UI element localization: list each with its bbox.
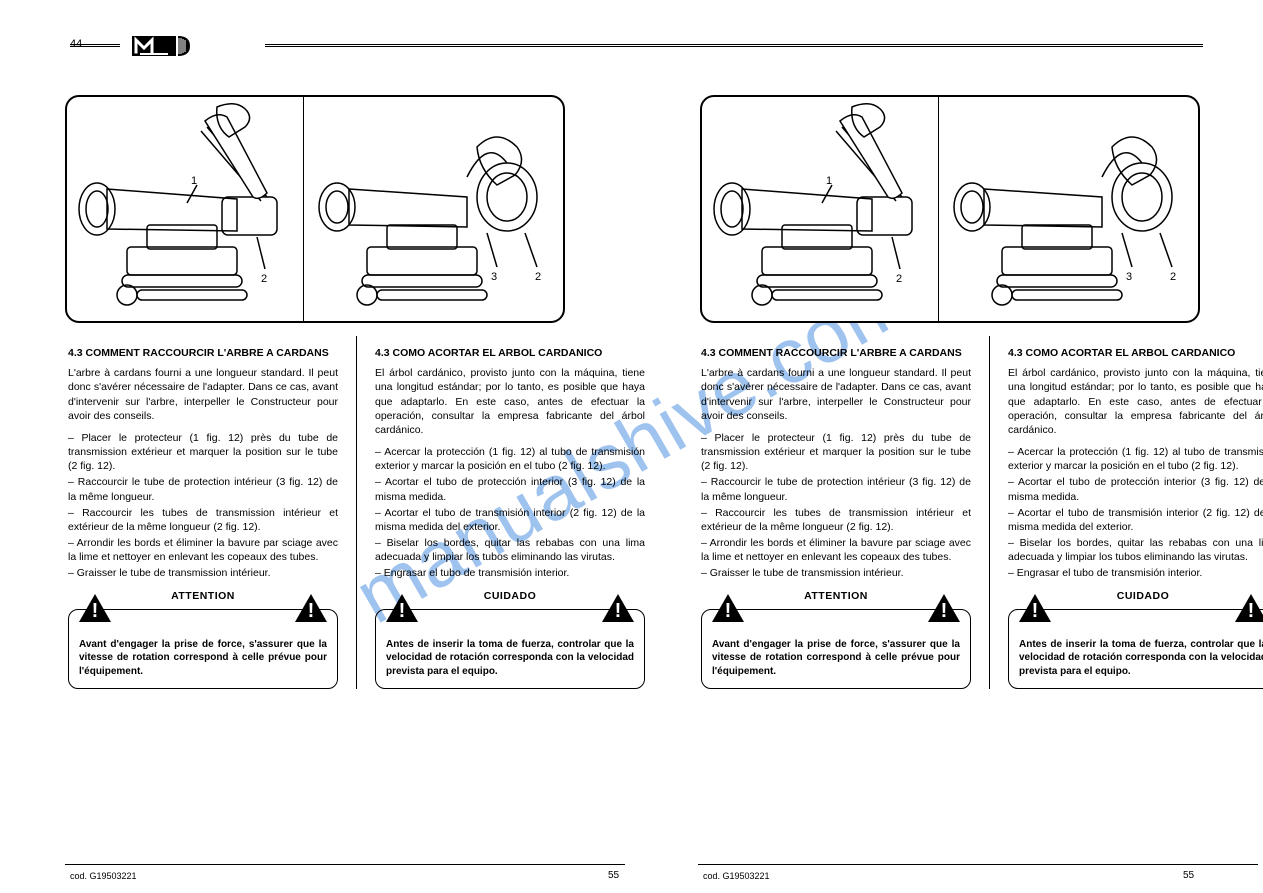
footer-page-number: 55 <box>608 870 619 881</box>
col-list-item: – Biselar los bordes, quitar las rebabas… <box>1008 536 1263 564</box>
col-list-item: – Raccourcir le tube de protection intér… <box>68 475 338 503</box>
footer-code: cod. G19503221 <box>70 871 137 881</box>
figure-callout-1: 1 <box>191 175 197 187</box>
figure-callout-2: 2 <box>261 273 267 285</box>
attention-text: Avant d'engager la prise de force, s'ass… <box>79 638 327 679</box>
figure-callout-2b: 2 <box>535 271 541 283</box>
col-para: L'arbre à cardans fourni a une longueur … <box>701 366 971 423</box>
col-heading: 4.3 COMO ACORTAR EL ARBOL CARDANICO <box>1008 346 1263 360</box>
figure-illustration <box>67 97 567 325</box>
attention-box: ! ! Antes de inserir la toma de fuerza, … <box>375 609 645 690</box>
col-heading: 4.3 COMMENT RACCOURCIR L'ARBRE A CARDANS <box>68 346 338 360</box>
figure-illustration <box>702 97 1202 325</box>
attention-text: Avant d'engager la prise de force, s'ass… <box>712 638 960 679</box>
col-list-item: – Arrondir les bords et éliminer la bavu… <box>68 536 338 564</box>
figure-callout-2: 2 <box>896 273 902 285</box>
footer-rule <box>65 864 625 865</box>
warning-icon: ! <box>384 592 420 624</box>
col-heading: 4.3 COMO ACORTAR EL ARBOL CARDANICO <box>375 346 645 360</box>
col-list-item: – Engrasar el tubo de transmisión interi… <box>375 566 645 580</box>
column-divider <box>356 336 357 689</box>
col-list-item: – Acortar el tubo de protección interior… <box>1008 475 1263 503</box>
attention-text: Antes de inserir la toma de fuerza, cont… <box>386 638 634 679</box>
svg-text:!: ! <box>725 600 732 622</box>
warning-icon: ! <box>1233 592 1263 624</box>
col-list-item: – Engrasar el tubo de transmisión interi… <box>1008 566 1263 580</box>
col-list-item: – Acortar el tubo de transmisión interio… <box>375 506 645 534</box>
text-columns: 4.3 COMMENT RACCOURCIR L'ARBRE A CARDANS… <box>701 346 1263 689</box>
svg-text:!: ! <box>1248 600 1255 622</box>
logo-icon <box>132 32 202 60</box>
col-heading: 4.3 COMMENT RACCOURCIR L'ARBRE A CARDANS <box>701 346 971 360</box>
column-es: 4.3 COMO ACORTAR EL ARBOL CARDANICO El á… <box>375 346 645 689</box>
warning-icon: ! <box>77 592 113 624</box>
column-divider <box>989 336 990 689</box>
col-list-item: – Biselar los bordes, quitar las rebabas… <box>375 536 645 564</box>
figure-callout-3: 3 <box>491 271 497 283</box>
warning-icon: ! <box>600 592 636 624</box>
svg-text:!: ! <box>399 600 406 622</box>
col-para: El árbol cardánico, provisto junto con l… <box>1008 366 1263 437</box>
figure-callout-2b: 2 <box>1170 271 1176 283</box>
svg-text:!: ! <box>308 600 315 622</box>
col-list-item: – Placer le protecteur (1 fig. 12) près … <box>701 431 971 474</box>
warning-icon: ! <box>1017 592 1053 624</box>
warning-icon: ! <box>926 592 962 624</box>
col-para: El árbol cardánico, provisto junto con l… <box>375 366 645 437</box>
page-spread-right: 1 2 3 2 4.3 COMMENT RACCOURCIR L'ARBRE A… <box>633 0 1263 893</box>
svg-text:!: ! <box>615 600 622 622</box>
col-list-item: – Raccourcir les tubes de transmission i… <box>68 506 338 534</box>
footer-rule <box>698 864 1258 865</box>
col-list-item: – Acortar el tubo de transmisión interio… <box>1008 506 1263 534</box>
text-columns: 4.3 COMMENT RACCOURCIR L'ARBRE A CARDANS… <box>68 346 645 689</box>
col-list-item: – Acercar la protección (1 fig. 12) al t… <box>375 445 645 473</box>
attention-box: ! ! Antes de inserir la toma de fuerza, … <box>1008 609 1263 690</box>
col-list-item: – Graisser le tube de transmission intér… <box>68 566 338 580</box>
svg-text:!: ! <box>1032 600 1039 622</box>
figure-box: 1 2 3 2 <box>700 95 1200 323</box>
col-list-item: – Graisser le tube de transmission intér… <box>701 566 971 580</box>
figure-box: 1 2 3 2 <box>65 95 565 323</box>
warning-icon: ! <box>293 592 329 624</box>
attention-box: ! ! Avant d'engager la prise de force, s… <box>68 609 338 690</box>
attention-box: ! ! Avant d'engager la prise de force, s… <box>701 609 971 690</box>
column-fr: 4.3 COMMENT RACCOURCIR L'ARBRE A CARDANS… <box>68 346 338 689</box>
footer-page-number: 55 <box>1183 870 1194 881</box>
figure-callout-1: 1 <box>826 175 832 187</box>
attention-text: Antes de inserir la toma de fuerza, cont… <box>1019 638 1263 679</box>
col-list-item: – Acercar la protección (1 fig. 12) al t… <box>1008 445 1263 473</box>
page-number-top: 44 <box>70 38 82 50</box>
svg-text:!: ! <box>941 600 948 622</box>
col-list-item: – Raccourcir le tube de protection intér… <box>701 475 971 503</box>
column-fr: 4.3 COMMENT RACCOURCIR L'ARBRE A CARDANS… <box>701 346 971 689</box>
svg-text:!: ! <box>92 600 99 622</box>
col-list-item: – Placer le protecteur (1 fig. 12) près … <box>68 431 338 474</box>
footer-code: cod. G19503221 <box>703 871 770 881</box>
column-es: 4.3 COMO ACORTAR EL ARBOL CARDANICO El á… <box>1008 346 1263 689</box>
figure-callout-3: 3 <box>1126 271 1132 283</box>
page-spread-left: 44 <box>0 0 630 893</box>
brand-logo <box>132 32 202 63</box>
col-list-item: – Raccourcir les tubes de transmission i… <box>701 506 971 534</box>
col-list-item: – Acortar el tubo de protección interior… <box>375 475 645 503</box>
col-para: L'arbre à cardans fourni a une longueur … <box>68 366 338 423</box>
warning-icon: ! <box>710 592 746 624</box>
col-list-item: – Arrondir les bords et éliminer la bavu… <box>701 536 971 564</box>
